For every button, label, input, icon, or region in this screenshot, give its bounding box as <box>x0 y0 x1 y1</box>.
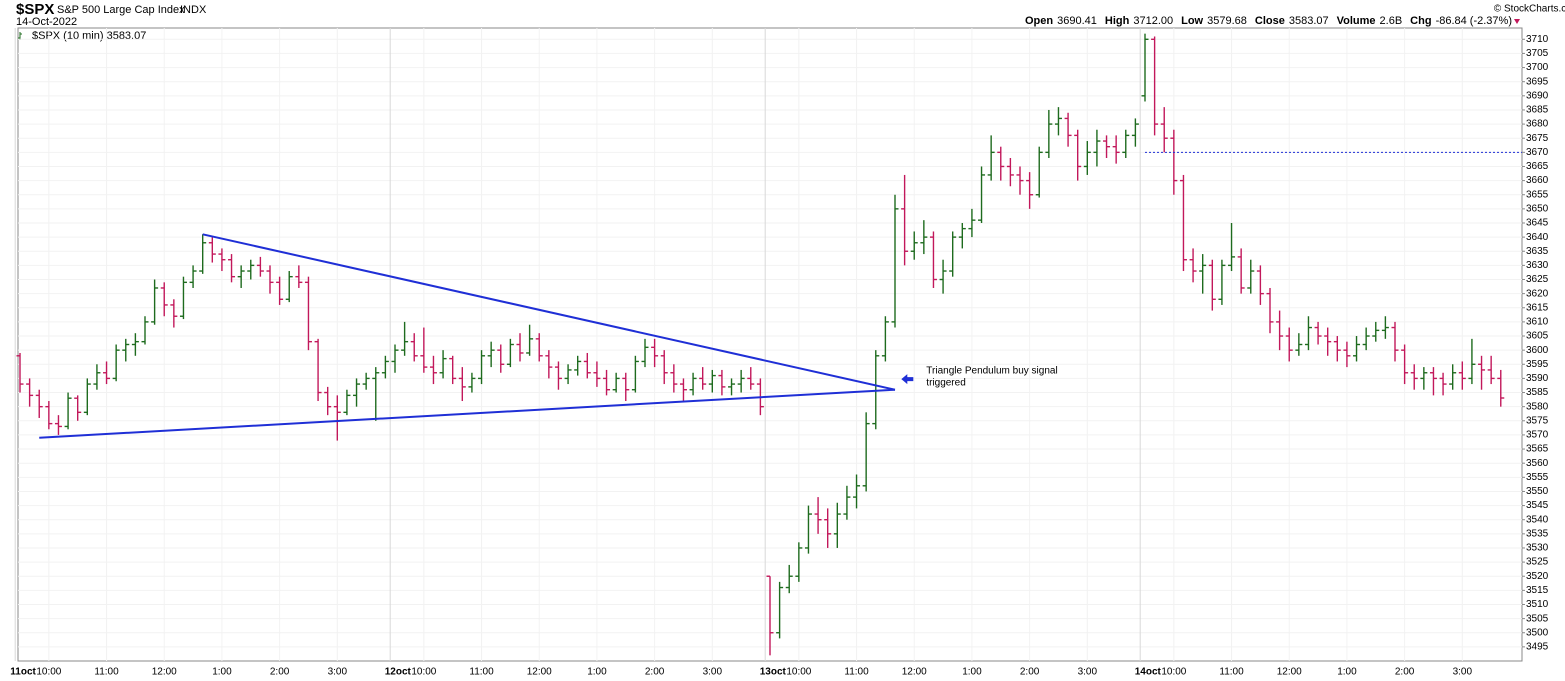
x-tick-label: 1:00 <box>587 667 607 678</box>
y-tick-label: 3590 <box>1526 373 1549 384</box>
y-tick-label: 3505 <box>1526 613 1549 624</box>
y-tick-label: 3675 <box>1526 133 1549 144</box>
y-tick-label: 3495 <box>1526 642 1549 653</box>
y-tick-label: 3685 <box>1526 105 1549 116</box>
annotation-text: triggered <box>926 378 965 389</box>
y-tick-label: 3550 <box>1526 486 1549 497</box>
x-tick-label: 10:00 <box>411 667 436 678</box>
x-tick-label: 3:00 <box>703 667 723 678</box>
y-tick-label: 3605 <box>1526 331 1549 342</box>
day-label: 13oct <box>760 667 787 678</box>
y-tick-label: 3665 <box>1526 161 1549 172</box>
y-tick-label: 3600 <box>1526 345 1549 356</box>
y-tick-label: 3560 <box>1526 458 1549 469</box>
y-tick-label: 3525 <box>1526 557 1549 568</box>
x-tick-label: 1:00 <box>1337 667 1357 678</box>
y-tick-label: 3575 <box>1526 415 1549 426</box>
quote-value: -86.84 (-2.37%) <box>1436 15 1512 27</box>
y-tick-label: 3650 <box>1526 203 1549 214</box>
x-tick-label: 10:00 <box>1161 667 1186 678</box>
y-tick-label: 3645 <box>1526 218 1549 229</box>
y-tick-label: 3520 <box>1526 571 1549 582</box>
x-tick-label: 2:00 <box>270 667 290 678</box>
trendline <box>39 388 896 439</box>
y-tick-label: 3515 <box>1526 585 1549 596</box>
y-tick-label: 3555 <box>1526 472 1549 483</box>
quote-value: 3583.07 <box>1289 15 1329 27</box>
x-tick-label: 2:00 <box>1395 667 1415 678</box>
x-tick-label: 2:00 <box>645 667 665 678</box>
day-label: 14oct <box>1135 667 1162 678</box>
date: 14-Oct-2022 <box>16 16 77 28</box>
y-tick-label: 3635 <box>1526 246 1549 257</box>
y-tick-label: 3640 <box>1526 232 1549 243</box>
x-tick-label: 3:00 <box>1078 667 1098 678</box>
y-tick-label: 3500 <box>1526 627 1549 638</box>
y-tick-label: 3510 <box>1526 599 1549 610</box>
x-tick-label: 11:00 <box>94 667 119 678</box>
y-tick-label: 3630 <box>1526 260 1549 271</box>
quote-label: Chg <box>1410 15 1431 27</box>
day-label: 11oct <box>10 667 36 678</box>
chg-arrow <box>1514 19 1520 24</box>
y-tick-label: 3695 <box>1526 76 1549 87</box>
quote-label: Volume <box>1337 15 1376 27</box>
arrow <box>901 374 914 385</box>
y-tick-label: 3530 <box>1526 543 1549 554</box>
x-tick-label: 12:00 <box>902 667 927 678</box>
x-tick-label: 1:00 <box>962 667 982 678</box>
y-tick-label: 3615 <box>1526 302 1549 313</box>
y-tick-label: 3535 <box>1526 528 1549 539</box>
y-tick-label: 3570 <box>1526 430 1549 441</box>
y-tick-label: 3565 <box>1526 444 1549 455</box>
annotation-text: Triangle Pendulum buy signal <box>926 366 1057 377</box>
y-tick-label: 3670 <box>1526 147 1549 158</box>
x-tick-label: 10:00 <box>36 667 61 678</box>
y-tick-label: 3700 <box>1526 62 1549 73</box>
x-tick-label: 12:00 <box>152 667 177 678</box>
copyright: © StockCharts.com <box>1494 4 1565 15</box>
x-tick-label: 10:00 <box>786 667 811 678</box>
quote-value: 3579.68 <box>1207 15 1247 27</box>
y-tick-label: 3690 <box>1526 90 1549 101</box>
day-label: 12oct <box>385 667 412 678</box>
exchange: INDX <box>180 4 207 16</box>
x-tick-label: 3:00 <box>328 667 348 678</box>
y-tick-label: 3660 <box>1526 175 1549 186</box>
quote-label: High <box>1105 15 1130 27</box>
x-tick-label: 3:00 <box>1453 667 1473 678</box>
symbol: $SPX <box>16 1 54 18</box>
y-tick-label: 3620 <box>1526 288 1549 299</box>
y-tick-label: 3680 <box>1526 119 1549 130</box>
y-tick-label: 3625 <box>1526 274 1549 285</box>
y-tick-label: 3585 <box>1526 387 1549 398</box>
x-tick-label: 11:00 <box>469 667 494 678</box>
y-tick-label: 3710 <box>1526 34 1549 45</box>
x-tick-label: 1:00 <box>212 667 232 678</box>
y-tick-label: 3655 <box>1526 189 1549 200</box>
quote-value: 3690.41 <box>1057 15 1097 27</box>
quote-label: Open <box>1025 15 1053 27</box>
y-tick-label: 3545 <box>1526 500 1549 511</box>
y-tick-label: 3610 <box>1526 317 1549 328</box>
legend-icon <box>18 32 22 40</box>
y-tick-label: 3595 <box>1526 359 1549 370</box>
quote-value: 3712.00 <box>1133 15 1173 27</box>
quote-label: Close <box>1255 15 1285 27</box>
x-tick-label: 11:00 <box>1219 667 1244 678</box>
x-tick-label: 11:00 <box>844 667 869 678</box>
quote-value: 2.6B <box>1380 15 1403 27</box>
y-tick-label: 3540 <box>1526 514 1549 525</box>
trendline <box>202 233 896 391</box>
x-tick-label: 12:00 <box>527 667 552 678</box>
subtitle: S&P 500 Large Cap Index <box>57 4 185 16</box>
plot-frame <box>17 27 1523 662</box>
x-tick-label: 2:00 <box>1020 667 1040 678</box>
y-tick-label: 3705 <box>1526 48 1549 59</box>
x-tick-label: 12:00 <box>1277 667 1302 678</box>
quote-label: Low <box>1181 15 1203 27</box>
y-tick-label: 3580 <box>1526 401 1549 412</box>
